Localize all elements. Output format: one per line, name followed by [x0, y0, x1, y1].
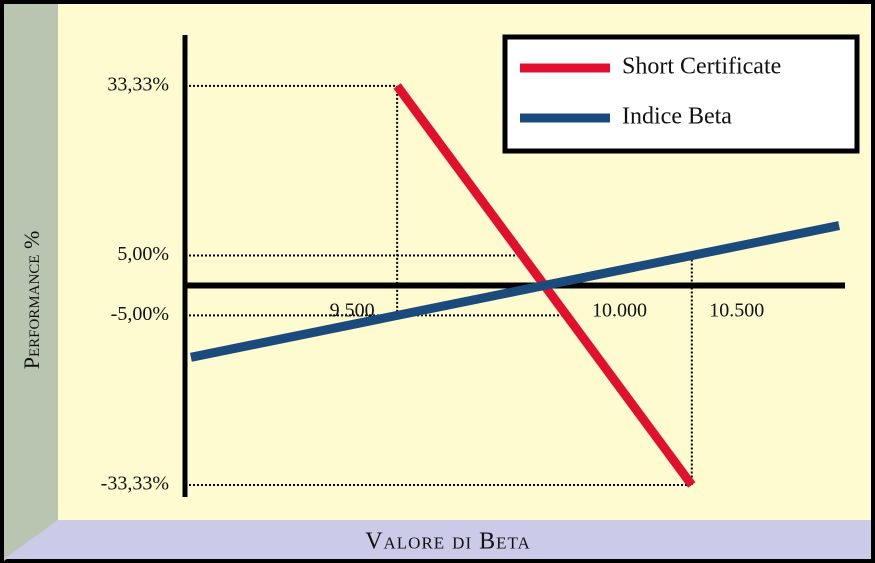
legend: Short Certificate Indice Beta: [502, 34, 860, 154]
x-tick-label: 10.500: [709, 300, 764, 322]
y-axis-label: Performance %: [19, 231, 44, 370]
x-axis-label: Valore di Beta: [365, 529, 531, 555]
x-tick-label: 9.500: [330, 300, 375, 322]
plot: 33,33% 5,00% -5,00% -33,33% 9.500 10.000 10.50…: [101, 34, 860, 497]
y-tick-label: -33,33%: [101, 473, 169, 495]
x-tick-label: 10.000: [592, 300, 647, 322]
line-series: [189, 221, 841, 362]
legend-box: [502, 34, 860, 154]
bottom-band: [4, 520, 871, 559]
left-band: [4, 4, 58, 561]
y-tick-label: -5,00%: [111, 303, 169, 325]
y-tick-label: 5,00%: [117, 243, 169, 265]
legend-label: Short Certificate: [622, 54, 781, 80]
y-tick-label: 33,33%: [107, 74, 169, 96]
legend-label: Indice Beta: [622, 104, 732, 130]
